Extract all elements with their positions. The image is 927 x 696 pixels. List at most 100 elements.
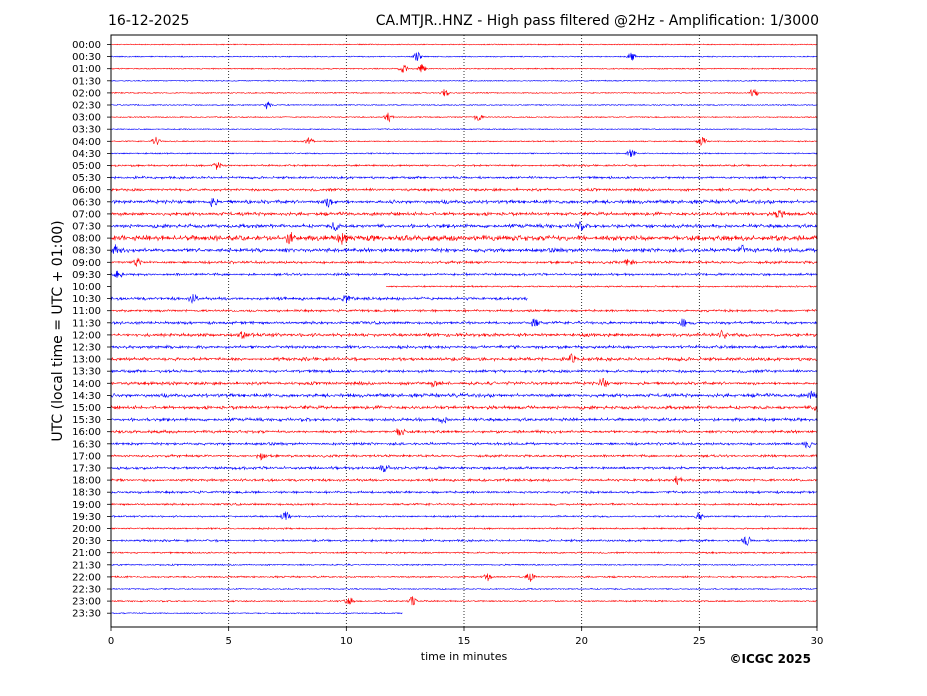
row-label-2030: 20:30: [72, 536, 101, 547]
row-label-1930: 19:30: [72, 512, 101, 523]
trace-2130: [110, 563, 818, 567]
row-label-1530: 15:30: [72, 415, 101, 426]
traces: [110, 43, 818, 615]
trace-1300: [110, 353, 818, 363]
row-label-0230: 02:30: [72, 101, 101, 112]
x-tick-label: 5: [225, 636, 231, 647]
row-label-0800: 08:00: [72, 234, 101, 245]
trace-1030: [110, 293, 528, 305]
row-label-1200: 12:00: [72, 330, 101, 341]
row-label-0300: 03:00: [72, 113, 101, 124]
row-label-1800: 18:00: [72, 476, 101, 487]
x-tick-label: 30: [811, 636, 824, 647]
row-label-0630: 06:30: [72, 197, 101, 208]
row-label-0530: 05:30: [72, 173, 101, 184]
row-label-0700: 07:00: [72, 209, 101, 220]
trace-2300: [110, 596, 818, 606]
trace-0600: [110, 187, 818, 193]
trace-0400: [110, 136, 818, 147]
trace-1530: [110, 416, 818, 424]
trace-1430: [110, 390, 818, 399]
row-label-0400: 04:00: [72, 137, 101, 148]
x-tick-label: 25: [693, 636, 706, 647]
trace-0930: [110, 270, 818, 279]
row-label-1730: 17:30: [72, 464, 101, 475]
trace-1130: [110, 318, 818, 328]
row-label-0100: 01:00: [72, 64, 101, 75]
row-label-1900: 19:00: [72, 500, 101, 511]
trace-0730: [110, 221, 818, 232]
row-label-0830: 08:30: [72, 246, 101, 257]
row-label-1100: 11:00: [72, 306, 101, 317]
trace-0330: [110, 128, 818, 131]
row-label-0000: 00:00: [72, 40, 101, 51]
row-label-1430: 14:30: [72, 391, 101, 402]
trace-0200: [110, 89, 818, 97]
trace-2000: [110, 526, 818, 531]
plot-frame: [110, 34, 818, 628]
trace-0530: [110, 175, 818, 181]
x-axis-label: time in minutes: [421, 650, 508, 663]
trace-2330: [110, 611, 403, 615]
x-tick-label: 15: [458, 636, 471, 647]
row-label-0130: 01:30: [72, 76, 101, 87]
trace-1930: [110, 511, 818, 521]
trace-2030: [110, 536, 818, 546]
trace-1000: [386, 284, 817, 289]
trace-2200: [110, 573, 818, 582]
trace-1730: [110, 465, 818, 473]
trace-0500: [110, 162, 818, 170]
row-label-1630: 16:30: [72, 439, 101, 450]
row-label-0330: 03:30: [72, 125, 101, 136]
trace-1100: [110, 308, 818, 314]
x-tick-label: 10: [340, 636, 353, 647]
copyright-notice: ©ICGC 2025: [729, 652, 811, 666]
row-label-1700: 17:00: [72, 451, 101, 462]
trace-0300: [110, 112, 818, 123]
row-label-2300: 23:00: [72, 597, 101, 608]
chart-title: CA.MTJR..HNZ - High pass filtered @2Hz -…: [376, 13, 819, 29]
row-label-0900: 09:00: [72, 258, 101, 269]
row-label-1330: 13:30: [72, 367, 101, 378]
row-label-1030: 10:30: [72, 294, 101, 305]
trace-1400: [110, 377, 818, 388]
gridlines: [228, 35, 700, 627]
trace-0800: [110, 231, 818, 245]
row-label-0730: 07:30: [72, 222, 101, 233]
trace-1500: [110, 404, 818, 412]
row-label-1230: 12:30: [72, 343, 101, 354]
x-tick-label: 0: [108, 636, 114, 647]
trace-1330: [110, 368, 818, 374]
date-label: 16-12-2025: [108, 13, 189, 29]
trace-0130: [110, 79, 818, 82]
trace-2230: [110, 587, 818, 591]
trace-0830: [110, 244, 818, 254]
row-label-0030: 00:30: [72, 52, 101, 63]
row-label-0430: 04:30: [72, 149, 101, 160]
trace-1630: [110, 441, 818, 449]
row-label-2100: 21:00: [72, 548, 101, 559]
row-label-2000: 20:00: [72, 524, 101, 535]
trace-0230: [110, 101, 818, 110]
trace-1800: [110, 475, 818, 485]
row-label-2130: 21:30: [72, 560, 101, 571]
y-axis-label: UTC (local time = UTC + 01:00): [50, 220, 66, 441]
row-label-1400: 14:00: [72, 379, 101, 390]
trace-1830: [110, 489, 818, 495]
row-label-1500: 15:00: [72, 403, 101, 414]
trace-0030: [110, 51, 818, 61]
row-label-1600: 16:00: [72, 427, 101, 438]
row-label-2230: 22:30: [72, 585, 101, 596]
row-label-1300: 13:00: [72, 355, 101, 366]
row-label-0200: 02:00: [72, 88, 101, 99]
trace-0630: [110, 198, 818, 208]
trace-1900: [110, 502, 818, 507]
row-label-2330: 23:30: [72, 609, 101, 620]
row-label-0500: 05:00: [72, 161, 101, 172]
trace-0430: [110, 149, 818, 158]
row-label-1000: 10:00: [72, 282, 101, 293]
trace-1600: [110, 428, 818, 436]
trace-1230: [110, 344, 818, 350]
